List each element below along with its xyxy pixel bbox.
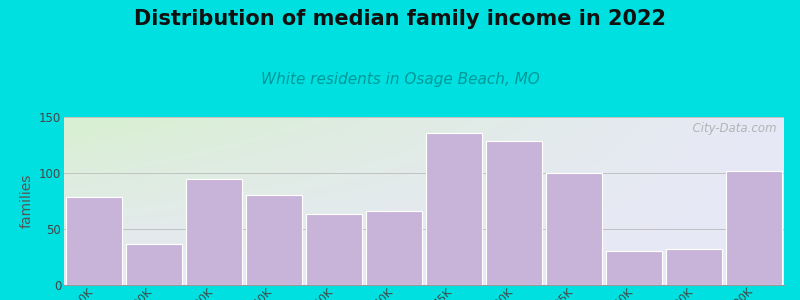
Bar <box>186 178 242 285</box>
Bar <box>486 140 542 285</box>
Bar <box>546 173 602 285</box>
Bar <box>306 214 362 285</box>
Bar <box>426 133 482 285</box>
Text: City-Data.com: City-Data.com <box>685 122 777 135</box>
Bar <box>126 244 182 285</box>
Bar <box>666 249 722 285</box>
Y-axis label: families: families <box>19 174 34 228</box>
Bar <box>726 171 782 285</box>
Bar <box>366 211 422 285</box>
Bar <box>66 196 122 285</box>
Bar <box>246 195 302 285</box>
Text: White residents in Osage Beach, MO: White residents in Osage Beach, MO <box>261 72 539 87</box>
Bar <box>606 251 662 285</box>
Text: Distribution of median family income in 2022: Distribution of median family income in … <box>134 9 666 29</box>
